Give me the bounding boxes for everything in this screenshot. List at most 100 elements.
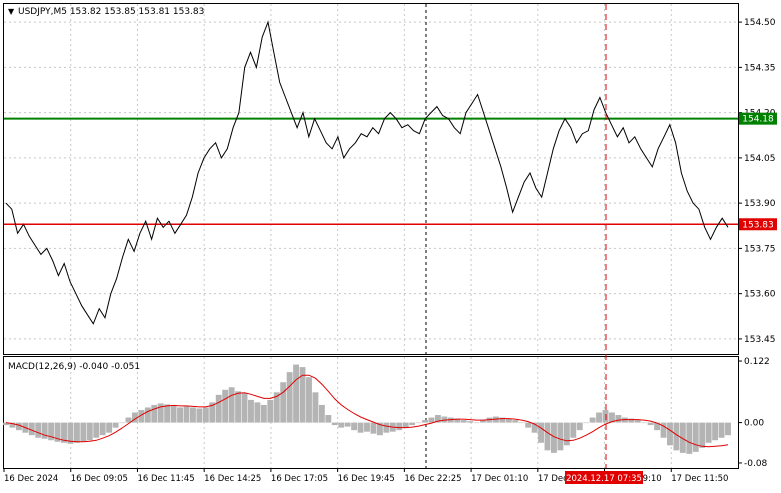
macd-bar [589,417,596,423]
macd-bar [3,422,9,426]
macd-bar [712,422,719,441]
macd-bar [351,422,358,431]
macd-bar [364,422,370,432]
macd-bar [306,377,312,423]
macd-bar [312,392,319,423]
price-panel-frame [3,3,739,355]
time-marker-label-bg [565,471,643,484]
macd-bar [596,412,603,423]
macd-bar [499,417,506,423]
time-tick-label: 16 Dec 11:45 [137,474,194,484]
price-tick-label: 153.90 [744,199,776,209]
macd-bar [54,422,61,442]
macd-bar [190,407,196,423]
price-tick-label: 154.05 [744,154,776,164]
macd-panel-frame [3,356,739,469]
macd-bar [673,422,680,451]
macd-bar [267,399,274,423]
macd-bar [705,422,712,443]
macd-bar [538,422,544,443]
macd-bar [273,392,280,423]
price-tick-label: 153.75 [744,244,776,254]
macd-bar [505,418,512,423]
macd-bar [415,422,422,424]
macd-bar [177,407,183,423]
red-level-label: 153.83 [742,220,774,230]
collapse-arrow-icon[interactable]: ▼ [8,7,15,16]
macd-bar [215,394,222,423]
time-tick-label: 17 Dec 01:10 [471,474,528,484]
macd-bar [609,412,615,423]
macd-bar [228,387,235,423]
macd-bar [628,418,635,423]
macd-bar [209,402,216,423]
macd-bar [570,422,577,438]
time-tick-label: 16 Dec 14:25 [204,474,261,484]
green-level-label-bg [739,112,777,125]
macd-bar [61,422,67,443]
macd-bar [157,403,164,423]
macd-bar [183,406,190,423]
macd-bar [512,420,519,423]
macd-tick-label: -0.08 [744,459,768,469]
macd-bar [667,422,673,446]
macd-bar [544,422,551,451]
macd-bar [280,382,287,423]
macd-bar [9,422,16,428]
macd-signal-line [5,374,729,448]
macd-header: MACD(12,26,9) -0.040 -0.051 [8,362,140,372]
macd-histogram [3,364,731,454]
price-line [5,20,729,325]
price-tick-label: 154.35 [744,63,776,73]
macd-bar [344,422,351,427]
macd-bar [480,420,486,423]
macd-bar [86,422,93,441]
macd-bar [138,409,145,423]
macd-tick-label: 0.122 [744,357,770,367]
macd-bar [164,404,171,423]
macd-bar [254,402,261,423]
macd-bar [106,422,113,433]
macd-bar [563,422,570,446]
macd-bar [325,415,332,423]
time-tick-label: 17 Dec 03:5 [538,474,590,484]
macd-bar [48,422,55,441]
macd-bar [518,422,525,424]
price-tick-label: 154.50 [744,18,776,28]
time-tick-label: 16 Dec 17:05 [271,474,328,484]
macd-bar [422,420,428,423]
macd-bar [293,364,300,423]
macd-bar [248,399,254,423]
macd-bar [170,405,177,423]
macd-bar [454,418,461,423]
macd-bar [331,422,338,426]
macd-bar [615,415,622,423]
macd-bar [260,404,267,423]
macd-bar [686,422,693,454]
macd-bar [299,367,306,423]
macd-axis: 0.122 0.00 -0.08 [738,357,770,469]
macd-bar [196,408,203,423]
macd-bar [460,420,467,423]
macd-bar [338,422,345,428]
macd-bar [119,422,125,424]
macd-bar [99,422,106,436]
macd-bar [467,421,474,423]
macd-bar [383,422,390,433]
macd-bar [679,422,686,453]
macd-bar [557,422,564,451]
macd-bar [409,422,416,426]
macd-bar [692,422,699,452]
time-tick-label: 16 Dec 09:05 [71,474,128,484]
macd-bar [434,415,441,423]
time-tick-label: 16 Dec 22:25 [404,474,461,484]
macd-bar [286,372,293,423]
macd-bar [634,420,641,423]
macd-bar [441,416,448,423]
price-tick-label: 153.60 [744,290,776,300]
macd-bar [28,422,35,436]
macd-bar [41,422,48,439]
